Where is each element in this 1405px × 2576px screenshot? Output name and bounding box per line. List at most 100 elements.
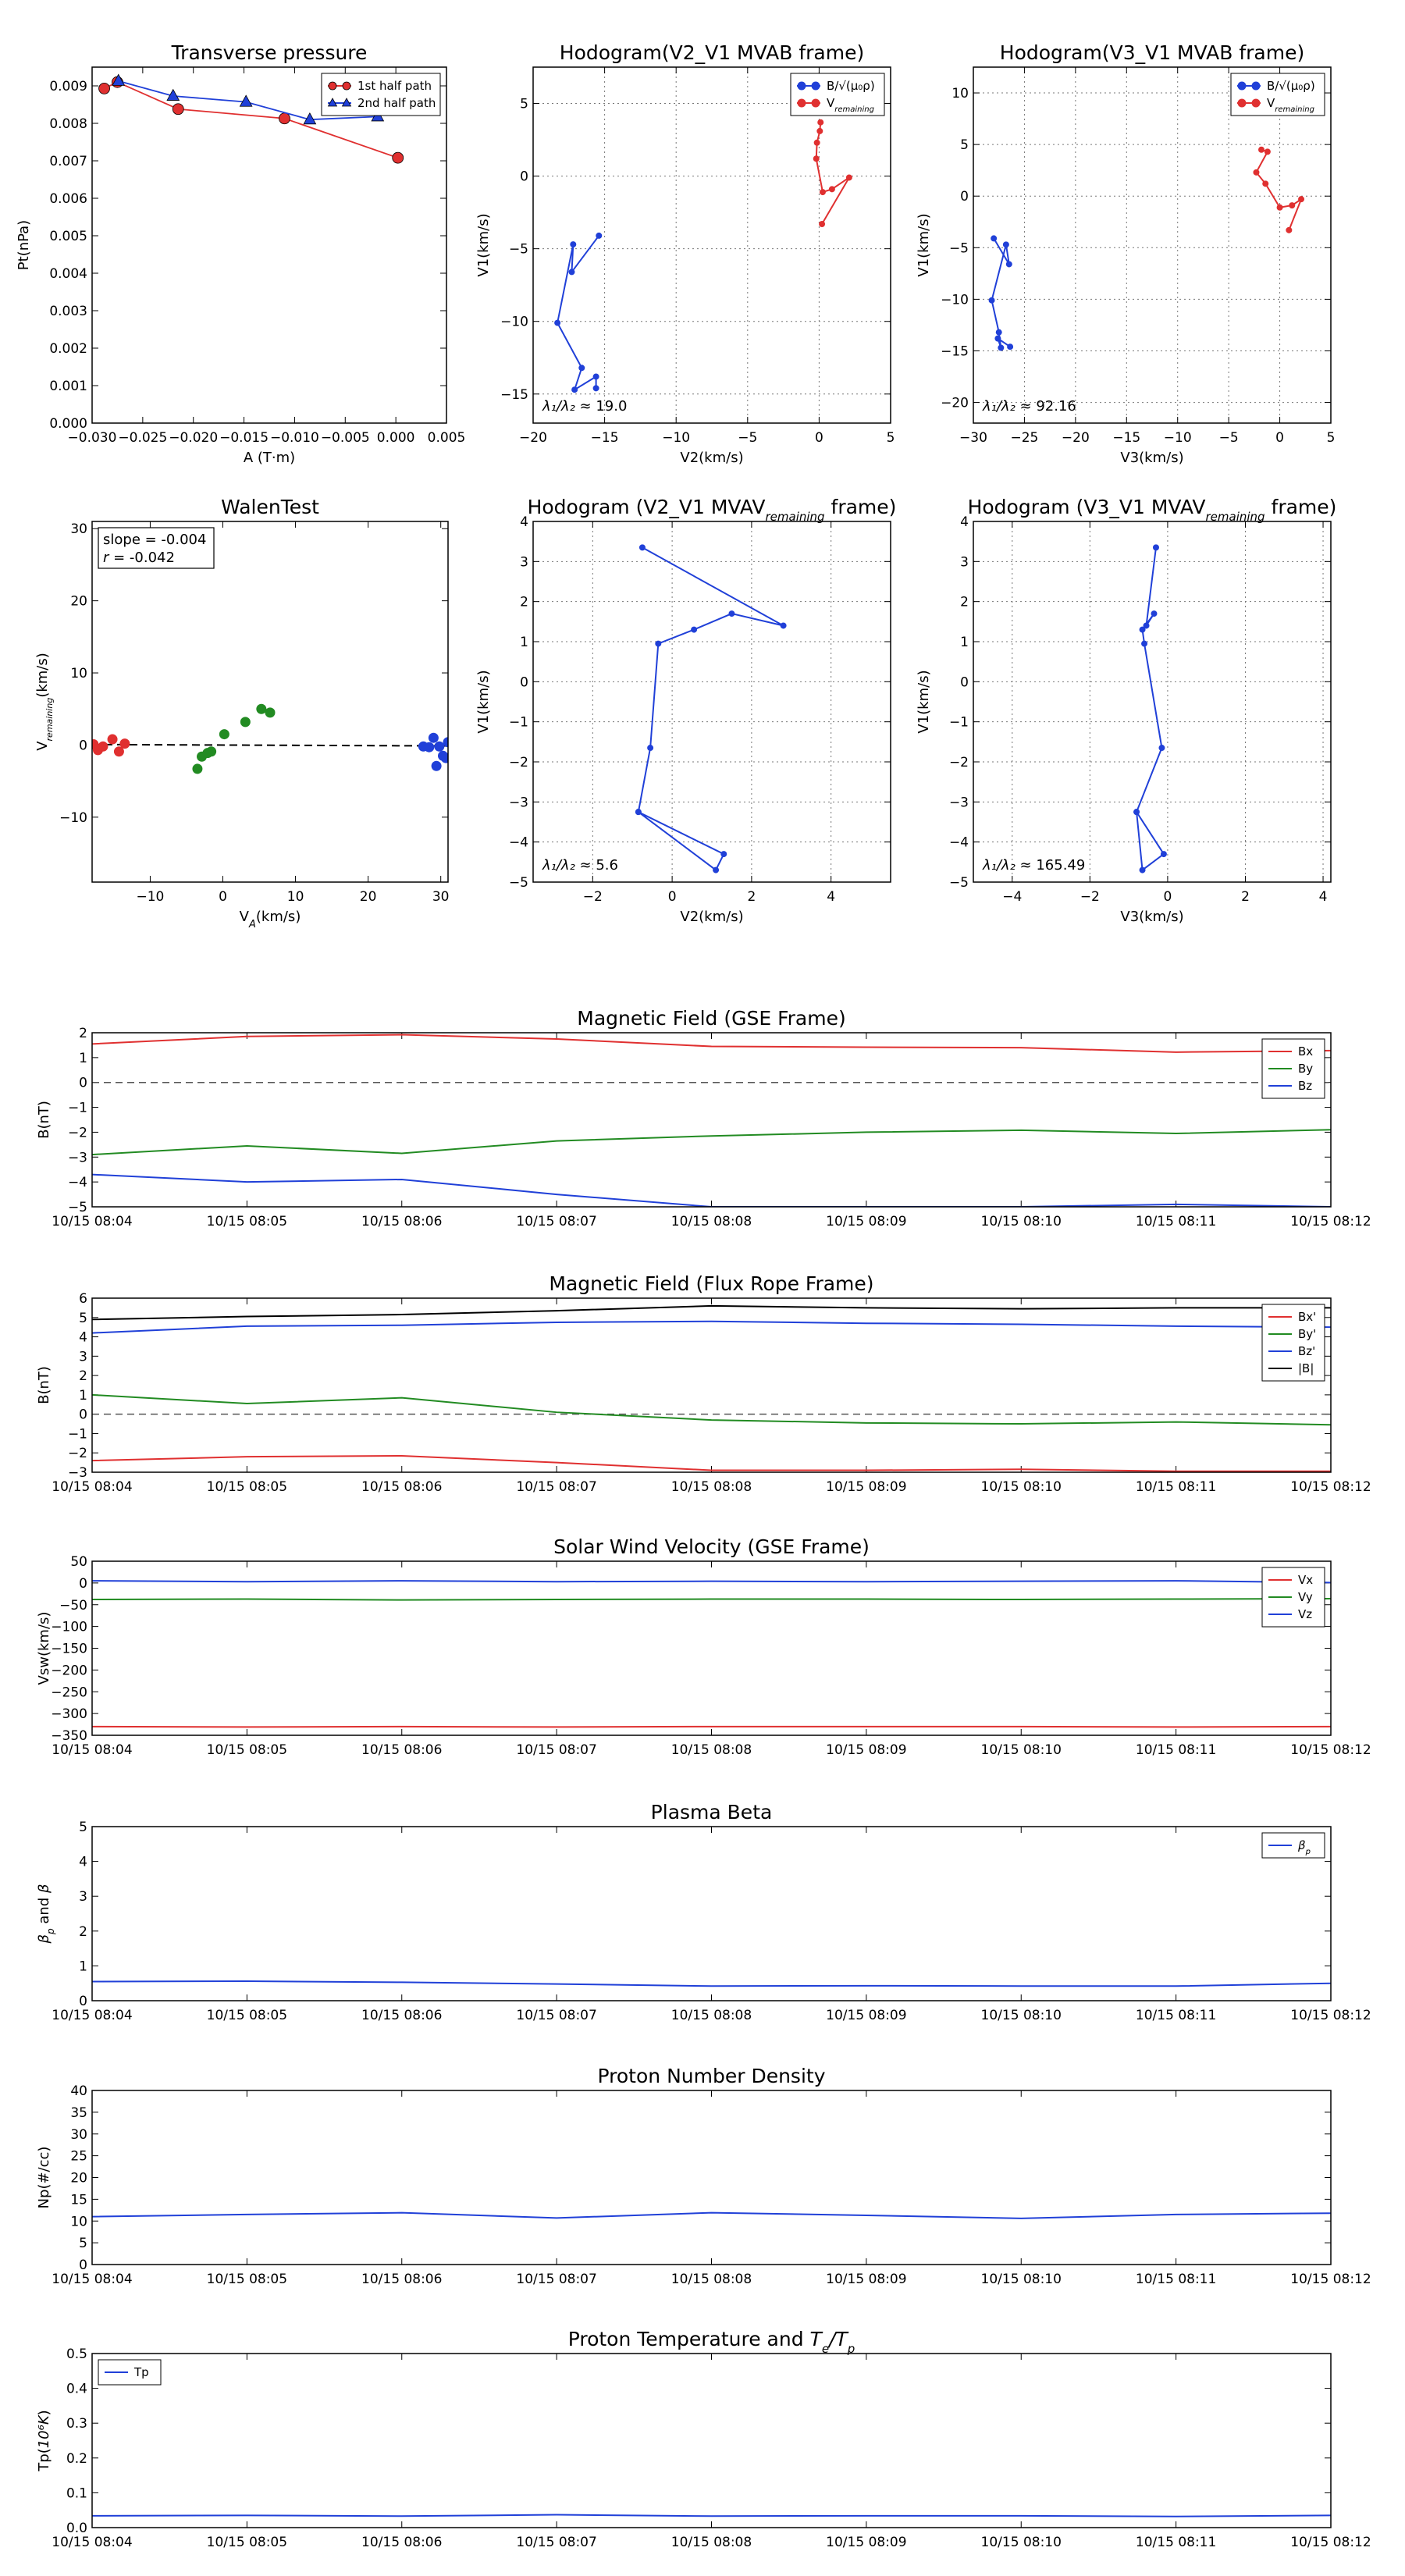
data-point	[998, 344, 1005, 351]
series-markers	[1133, 544, 1167, 873]
y-tick-label: 0.1	[66, 2485, 87, 2501]
y-tick-label: 4	[520, 514, 528, 530]
data-point	[720, 851, 727, 858]
x-tick-label: 10/15 08:07	[516, 1479, 596, 1495]
y-tick-label: 4	[79, 1330, 87, 1346]
legend: Vx Vy Vz	[1261, 1567, 1325, 1628]
y-axis-label: Pt(nPa)	[16, 220, 32, 270]
plot-frame	[91, 2090, 1332, 2265]
x-tick-label: 30	[432, 889, 450, 905]
y-tick-label: −4	[949, 835, 969, 851]
x-tick-label: −15	[591, 430, 619, 446]
legend: B/√(μ₀ρ)Vremaining	[1230, 73, 1325, 116]
x-axis-label: V2(km/s)	[680, 909, 743, 925]
data-point	[303, 112, 317, 125]
eigen-ratio-label: λ₁/λ₂ ≈ 19.0	[542, 398, 627, 415]
series-line	[92, 1597, 1331, 1601]
stats-frame	[98, 527, 215, 569]
data-point	[239, 94, 253, 107]
y-tick-label: −5	[509, 875, 528, 891]
x-tick-label: 10/15 08:10	[981, 2008, 1062, 2023]
data-point	[1264, 148, 1271, 155]
data-point	[578, 365, 585, 372]
x-tick-label: 10/15 08:11	[1136, 2535, 1216, 2550]
data-point	[596, 232, 603, 239]
x-tick-label: −0.010	[270, 430, 319, 446]
x-tick-label: 5	[887, 430, 895, 446]
y-tick-label: −1	[949, 715, 969, 731]
x-tick-label: 10/15 08:06	[361, 2272, 442, 2287]
x-tick-label: 10/15 08:07	[516, 1742, 596, 1758]
y-tick-label: 0.005	[49, 229, 87, 244]
data-point	[811, 98, 820, 108]
x-tick-label: 10/15 08:12	[1290, 1742, 1371, 1758]
y-tick-label: 5	[520, 97, 528, 112]
x-tick-label: −20	[1062, 430, 1090, 446]
x-tick-label: −30	[959, 430, 987, 446]
plot-frame	[91, 66, 447, 424]
y-tick-label: −1	[68, 1426, 87, 1442]
data-point	[279, 112, 290, 125]
data-point	[1253, 169, 1260, 176]
x-tick-label: −10	[1164, 430, 1192, 446]
data-point	[327, 98, 338, 107]
series-line	[92, 2211, 1331, 2219]
y-tick-label: 3	[520, 554, 528, 570]
x-axis-label: VA(km/s)	[240, 909, 301, 930]
eigen-ratio-label: λ₁/λ₂ ≈ 92.16	[982, 398, 1076, 415]
data-point	[1007, 343, 1014, 350]
y-tick-label: −5	[68, 1200, 87, 1215]
x-tick-label: 10/15 08:07	[516, 1214, 596, 1229]
series-markers	[813, 119, 852, 228]
x-tick-label: 10/15 08:05	[207, 2008, 287, 2023]
x-tick-label: 10/15 08:04	[52, 2272, 132, 2287]
data-point	[571, 386, 578, 393]
x-tick-label: 10/15 08:07	[516, 2535, 596, 2550]
scatter-points	[92, 703, 448, 774]
eigen-ratio-label: λ₁/λ₂ ≈ 5.6	[542, 857, 618, 873]
x-tick-label: 10/15 08:08	[671, 1742, 752, 1758]
y-tick-label: 1	[79, 1051, 87, 1066]
y-tick-label: −3	[68, 1465, 87, 1481]
legend-label: Vy	[1298, 1590, 1313, 1604]
r-text: r = -0.042	[103, 550, 175, 566]
y-tick-label: 30	[70, 521, 87, 537]
plot-frame	[532, 66, 891, 424]
y-axis-label: V1(km/s)	[475, 213, 492, 276]
y-tick-label: 20	[70, 594, 87, 610]
legend: Bx' By' Bz' |B|	[1261, 1304, 1325, 1382]
data-point	[817, 119, 824, 126]
data-point	[816, 127, 823, 134]
y-tick-label: 5	[79, 2236, 87, 2251]
y-tick-label: −5	[949, 875, 969, 891]
plot-frame	[91, 1560, 1332, 1736]
data-point	[819, 221, 826, 228]
data-point	[713, 866, 720, 873]
data-point	[592, 385, 599, 392]
legend-label: Vx	[1298, 1573, 1313, 1587]
data-point	[647, 745, 654, 752]
x-tick-label: −2	[1080, 889, 1100, 905]
x-tick-label: −2	[583, 889, 603, 905]
data-point	[1158, 745, 1165, 752]
x-tick-label: 10/15 08:08	[671, 1479, 752, 1495]
data-point	[1143, 622, 1150, 629]
x-tick-label: 10/15 08:08	[671, 2272, 752, 2287]
legend-label: βp	[1297, 1838, 1311, 1856]
x-tick-label: −0.015	[219, 430, 269, 446]
x-tick-label: 10/15 08:08	[671, 2008, 752, 2023]
y-axis-label: V1(km/s)	[916, 670, 932, 733]
data-point	[797, 98, 806, 108]
data-point	[113, 746, 124, 757]
y-tick-label: 0.007	[49, 154, 87, 169]
y-tick-label: 35	[70, 2105, 87, 2121]
series-markers	[635, 544, 787, 873]
data-point	[797, 81, 806, 91]
data-point	[443, 737, 448, 748]
y-tick-label: 0.006	[49, 191, 87, 207]
data-point	[1258, 146, 1265, 153]
y-tick-label: −150	[51, 1642, 87, 1657]
x-tick-label: −20	[519, 430, 547, 446]
legend: B/√(μ₀ρ)Vremaining	[790, 73, 885, 116]
y-tick-label: 2	[79, 1924, 87, 1940]
